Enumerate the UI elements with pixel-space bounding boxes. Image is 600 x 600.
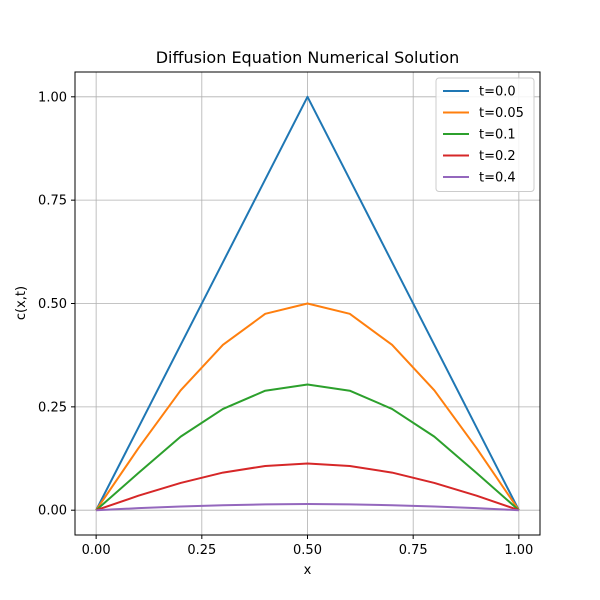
legend-label: t=0.2 xyxy=(479,149,516,164)
series-line-t-0-1 xyxy=(95,383,520,511)
x-tick-label: 1.00 xyxy=(504,543,533,558)
y-tick-label: 0.25 xyxy=(38,400,67,415)
y-tick-label: 0.00 xyxy=(38,504,67,519)
legend: t=0.0 t=0.05 t=0.1 t=0.2 t=0.4 xyxy=(435,77,535,192)
legend-label: t=0.0 xyxy=(479,85,516,100)
x-tick-label: 0.00 xyxy=(82,543,111,558)
y-axis-label: c(x,t) xyxy=(14,286,29,320)
legend-label: t=0.05 xyxy=(479,106,524,121)
series-line-t-0-05 xyxy=(95,302,520,511)
x-tick-label: 0.50 xyxy=(293,543,322,558)
series-line-t-0-0 xyxy=(95,95,520,511)
chart-title: Diffusion Equation Numerical Solution xyxy=(156,48,460,67)
x-axis-label: x xyxy=(304,563,312,578)
y-tick-label: 0.75 xyxy=(38,194,67,209)
y-tick-label: 0.50 xyxy=(38,297,67,312)
axes-layer: 0.00 0.25 0.50 0.75 1.00 0.00 0.25 0.50 0.75 1.00 xyxy=(38,71,541,558)
x-tick-label: 0.25 xyxy=(187,543,216,558)
legend-label: t=0.1 xyxy=(479,128,516,143)
series-line-t-0-2 xyxy=(95,462,520,512)
series-layer xyxy=(95,95,520,512)
x-tick-label: 0.75 xyxy=(399,543,428,558)
legend-box xyxy=(435,77,535,192)
series-line-t-0-4 xyxy=(96,503,519,512)
y-tick-label: 1.00 xyxy=(38,90,67,105)
legend-label: t=0.4 xyxy=(479,171,516,186)
